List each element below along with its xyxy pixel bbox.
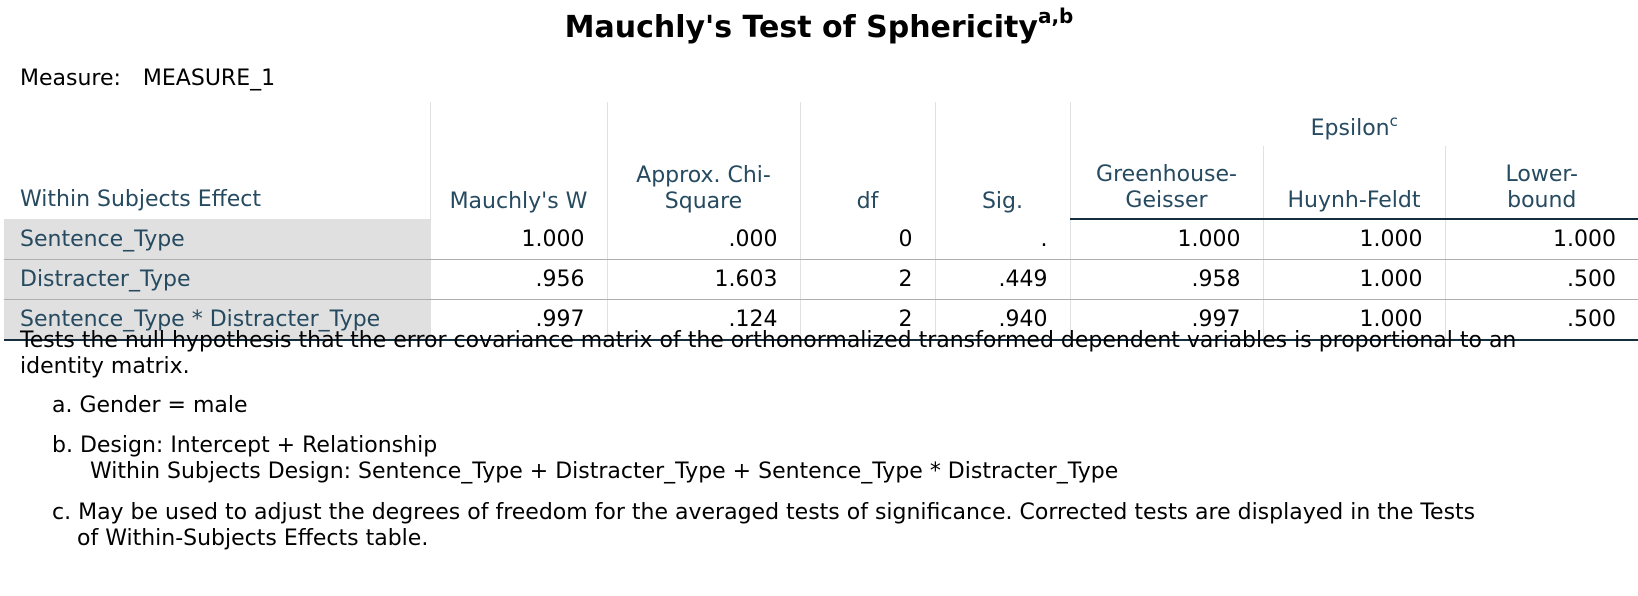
row-label: Distracter_Type: [4, 259, 430, 300]
cell-huynh-feldt: 1.000: [1262, 219, 1445, 260]
header-greenhouse-geisser: Greenhouse- Geisser: [1069, 146, 1263, 220]
header-mauchly-w: Mauchly's W: [429, 102, 607, 219]
cell-mauchly-w: .956: [429, 259, 607, 300]
cell-lower-bound: .500: [1444, 259, 1638, 300]
cell-greenhouse-geisser: .997: [1069, 299, 1263, 341]
cell-sig: .449: [934, 259, 1070, 300]
footnote-a: a. Gender = male: [52, 393, 248, 419]
header-chi-square: Approx. Chi- Square: [606, 102, 800, 219]
table-row: Distracter_Type .956 1.603 2 .449 .958 1…: [4, 259, 1638, 300]
footnote-b-line2: Within Subjects Design: Sentence_Type + …: [90, 459, 1119, 484]
cell-huynh-feldt: 1.000: [1262, 299, 1445, 341]
cell-chi-square: .124: [606, 299, 800, 341]
footnote-c: c. May be used to adjust the degrees of …: [52, 500, 1552, 552]
cell-df: 0: [799, 219, 935, 260]
cell-mauchly-w: 1.000: [429, 219, 607, 260]
footnote-a-text: a. Gender = male: [52, 393, 248, 418]
header-lower-bound: Lower-bound: [1444, 146, 1638, 220]
cell-sig: .: [934, 219, 1070, 260]
footnote-b: b. Design: Intercept + Relationship With…: [52, 433, 1118, 485]
table-row: Sentence_Type 1.000 .000 0 . 1.000 1.000…: [4, 219, 1638, 260]
title-footnote-marker: a,b: [1037, 4, 1074, 28]
footnote-main: Tests the null hypothesis that the error…: [20, 328, 1517, 379]
measure-line: Measure: MEASURE_1: [20, 64, 275, 94]
sphericity-table: Within Subjects Effect Mauchly's W Appro…: [4, 102, 1638, 341]
cell-sig: .940: [934, 299, 1070, 341]
footnote-c-line1: c. May be used to adjust the degrees of …: [52, 500, 1476, 525]
cell-greenhouse-geisser: .958: [1069, 259, 1263, 300]
cell-df: 2: [799, 299, 935, 341]
row-label: Sentence_Type * Distracter_Type: [4, 299, 430, 341]
footnote-c-line2: of Within-Subjects Effects table.: [77, 526, 429, 551]
table-title-text: Mauchly's Test of Sphericity: [564, 10, 1038, 45]
row-label: Sentence_Type: [4, 219, 430, 260]
epsilon-footnote-marker: c: [1389, 112, 1398, 130]
measure-label: Measure:: [20, 66, 121, 91]
cell-greenhouse-geisser: 1.000: [1069, 219, 1263, 260]
measure-value: MEASURE_1: [142, 66, 276, 91]
footnote-b-line1: b. Design: Intercept + Relationship: [52, 433, 438, 458]
header-df: df: [799, 102, 935, 219]
cell-mauchly-w: .997: [429, 299, 607, 341]
header-within-subjects-effect: Within Subjects Effect: [20, 187, 262, 212]
table-title: Mauchly's Test of Sphericitya,b: [0, 6, 1638, 48]
header-epsilon: Epsilonc: [1069, 102, 1638, 146]
cell-chi-square: .000: [606, 219, 800, 260]
cell-lower-bound: .500: [1444, 299, 1638, 341]
cell-huynh-feldt: 1.000: [1262, 259, 1445, 300]
cell-df: 2: [799, 259, 935, 300]
cell-chi-square: 1.603: [606, 259, 800, 300]
table-row: Sentence_Type * Distracter_Type .997 .12…: [4, 299, 1638, 341]
cell-lower-bound: 1.000: [1444, 219, 1638, 260]
header-huynh-feldt: Huynh-Feldt: [1262, 146, 1445, 220]
header-sig: Sig.: [934, 102, 1070, 219]
